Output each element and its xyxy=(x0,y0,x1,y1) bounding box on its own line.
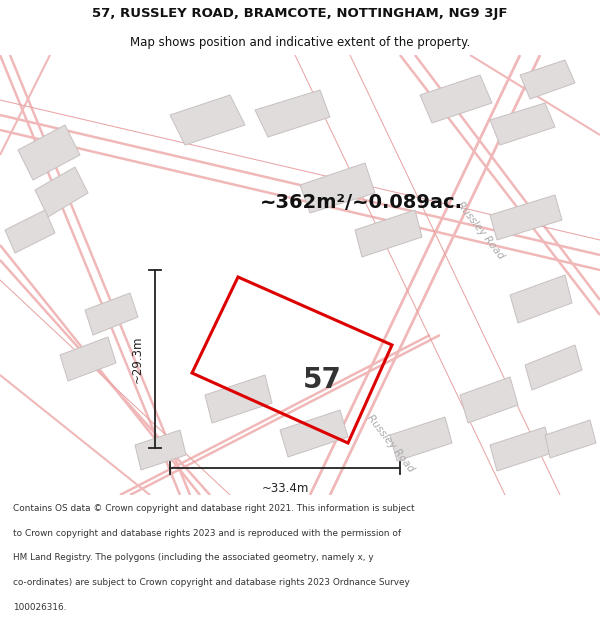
Polygon shape xyxy=(5,210,55,253)
Polygon shape xyxy=(85,293,138,335)
Polygon shape xyxy=(390,417,452,461)
Polygon shape xyxy=(460,377,518,423)
Polygon shape xyxy=(35,167,88,217)
Text: ~362m²/~0.089ac.: ~362m²/~0.089ac. xyxy=(260,194,463,213)
Text: Russley Road: Russley Road xyxy=(365,412,415,474)
Polygon shape xyxy=(60,337,116,381)
Polygon shape xyxy=(18,125,80,180)
Polygon shape xyxy=(355,210,422,257)
Polygon shape xyxy=(490,427,552,471)
Text: Contains OS data © Crown copyright and database right 2021. This information is : Contains OS data © Crown copyright and d… xyxy=(13,504,415,513)
Polygon shape xyxy=(300,163,375,213)
Polygon shape xyxy=(205,375,272,423)
Text: 100026316.: 100026316. xyxy=(13,603,67,612)
Polygon shape xyxy=(135,430,186,470)
Text: ~29.3m: ~29.3m xyxy=(131,335,143,382)
Polygon shape xyxy=(490,195,562,240)
Text: HM Land Registry. The polygons (including the associated geometry, namely x, y: HM Land Registry. The polygons (includin… xyxy=(13,554,374,562)
Polygon shape xyxy=(420,75,492,123)
Text: 57: 57 xyxy=(303,366,342,394)
Polygon shape xyxy=(170,95,245,145)
Polygon shape xyxy=(520,60,575,99)
Polygon shape xyxy=(510,275,572,323)
Text: to Crown copyright and database rights 2023 and is reproduced with the permissio: to Crown copyright and database rights 2… xyxy=(13,529,401,538)
Text: Map shows position and indicative extent of the property.: Map shows position and indicative extent… xyxy=(130,36,470,49)
Text: Russley Road: Russley Road xyxy=(455,199,505,261)
Polygon shape xyxy=(490,103,555,145)
Polygon shape xyxy=(545,420,596,458)
Text: 57, RUSSLEY ROAD, BRAMCOTE, NOTTINGHAM, NG9 3JF: 57, RUSSLEY ROAD, BRAMCOTE, NOTTINGHAM, … xyxy=(92,8,508,20)
Text: ~33.4m: ~33.4m xyxy=(262,481,308,494)
Text: co-ordinates) are subject to Crown copyright and database rights 2023 Ordnance S: co-ordinates) are subject to Crown copyr… xyxy=(13,578,410,587)
Polygon shape xyxy=(525,345,582,390)
Polygon shape xyxy=(255,90,330,137)
Polygon shape xyxy=(280,410,348,457)
